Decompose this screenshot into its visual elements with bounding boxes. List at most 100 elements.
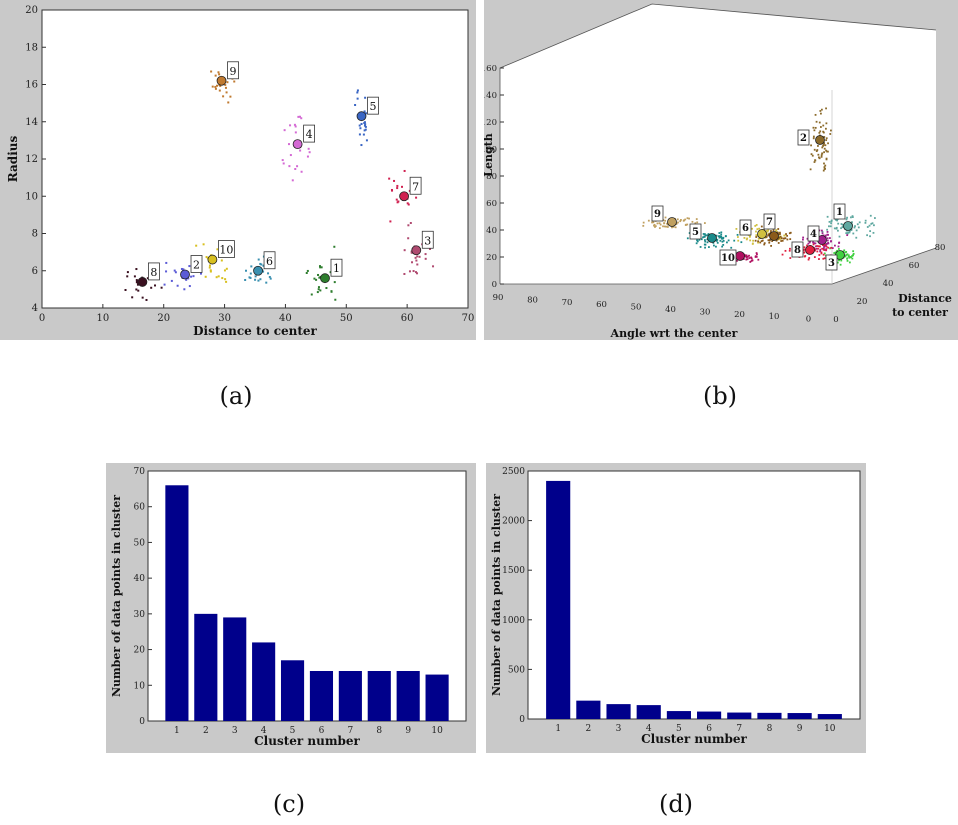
centroid-label-b: 5 <box>692 227 699 238</box>
bar-3-c <box>223 617 247 721</box>
x-axis-label-d: Cluster number <box>641 732 747 746</box>
data-point-a <box>136 283 139 286</box>
y-tick-label-c: 50 <box>134 538 146 548</box>
data-point-a <box>245 269 248 272</box>
data-point-b <box>845 254 848 256</box>
data-point-b <box>777 242 780 244</box>
data-point-a <box>217 71 220 74</box>
data-point-a <box>317 288 320 291</box>
data-point-a <box>305 271 308 274</box>
data-point-b <box>696 240 699 243</box>
data-point-b <box>722 239 725 242</box>
data-point-b <box>653 224 655 227</box>
data-point-a <box>319 289 322 292</box>
data-point-b <box>839 263 842 266</box>
y-tick-label-c: 30 <box>134 610 146 620</box>
centroid-label-box-a <box>303 124 316 143</box>
data-point-a <box>396 187 399 190</box>
data-point-b <box>826 239 829 242</box>
data-point-b <box>716 238 719 241</box>
x-tick-label-d: 5 <box>676 724 682 734</box>
data-point-b <box>826 237 829 240</box>
distance-tick-label-b: 20 <box>857 297 868 307</box>
data-point-b <box>818 258 820 260</box>
data-point-a <box>407 203 410 206</box>
data-point-b <box>847 254 850 257</box>
plot-box-b <box>500 4 936 284</box>
data-point-b <box>836 261 839 264</box>
length-tick-label-b: 80 <box>486 172 497 182</box>
data-point-b <box>659 223 662 226</box>
distance-tick-label-b: 0 <box>833 315 838 325</box>
data-point-a <box>216 84 219 87</box>
data-point-b <box>704 233 706 236</box>
data-point-b <box>824 164 827 167</box>
data-point-a <box>208 266 211 269</box>
data-point-a <box>416 263 419 266</box>
plot-area-a <box>41 9 469 309</box>
x-tick-label-c: 4 <box>261 726 267 736</box>
bar-5-c <box>280 660 305 721</box>
centroid-label-box-b <box>719 249 737 266</box>
centroid-label-b: 1 <box>836 207 843 218</box>
x-tick-label-d: 8 <box>767 724 773 734</box>
bar-1-d <box>546 480 571 719</box>
panel-b: 020406080100120140160Length9080706050403… <box>484 0 958 340</box>
data-point-b <box>760 225 763 228</box>
data-point-b <box>837 222 840 225</box>
centroid-label-a: 6 <box>266 255 273 268</box>
distance-tick-label-b: 40 <box>883 279 894 289</box>
data-point-a <box>364 128 367 131</box>
data-point-b <box>873 224 875 227</box>
data-point-b <box>735 228 738 230</box>
data-point-b <box>778 233 780 236</box>
data-point-a <box>214 85 217 88</box>
data-point-b <box>846 257 848 260</box>
data-point-b <box>760 240 763 242</box>
centroid-label-box-a <box>263 251 276 270</box>
centroid-label-box-a <box>217 240 235 258</box>
data-point-b <box>823 166 826 169</box>
data-point-b <box>658 222 661 225</box>
data-point-a <box>320 266 323 269</box>
data-point-b <box>827 233 829 236</box>
data-point-b <box>664 216 667 219</box>
data-point-b <box>827 242 829 244</box>
data-point-a <box>183 288 186 291</box>
bar-7-c <box>338 671 362 721</box>
data-point-a <box>154 284 157 287</box>
data-point-b <box>817 247 820 250</box>
panel-d: 0 500 1000 1500 2000 2500 1 2 3 4 5 6 7 8 9 10 Cluster n… <box>486 463 866 753</box>
data-point-b <box>721 245 724 248</box>
data-point-a <box>211 85 214 88</box>
data-point-b <box>864 219 867 222</box>
data-point-a <box>176 284 179 287</box>
x-tick-label-d: 6 <box>706 724 712 734</box>
data-point-b <box>704 234 707 237</box>
centroid-2-a <box>180 269 190 280</box>
centroid-4-a <box>292 139 303 150</box>
data-point-b <box>874 217 876 219</box>
data-point-b <box>816 250 819 253</box>
bar-8-c <box>367 671 391 721</box>
data-point-b <box>698 238 701 241</box>
data-point-b <box>691 220 694 223</box>
data-point-a <box>180 267 183 270</box>
x-axis-label-b: Angle wrt the center <box>610 327 738 340</box>
data-point-a <box>294 125 297 128</box>
data-point-b <box>767 239 770 242</box>
data-point-a <box>299 149 302 152</box>
data-point-b <box>688 217 690 220</box>
data-point-a <box>150 286 153 289</box>
data-point-b <box>816 149 819 151</box>
data-point-a <box>414 271 417 274</box>
data-point-b <box>829 237 831 239</box>
data-point-b <box>749 239 752 242</box>
data-point-b <box>837 248 840 250</box>
data-point-a <box>411 261 414 264</box>
data-point-b <box>704 246 706 249</box>
data-point-b <box>789 238 792 241</box>
centroid-label-a: 1 <box>333 262 340 275</box>
data-point-b <box>764 236 767 239</box>
plot-area-d <box>527 470 861 720</box>
